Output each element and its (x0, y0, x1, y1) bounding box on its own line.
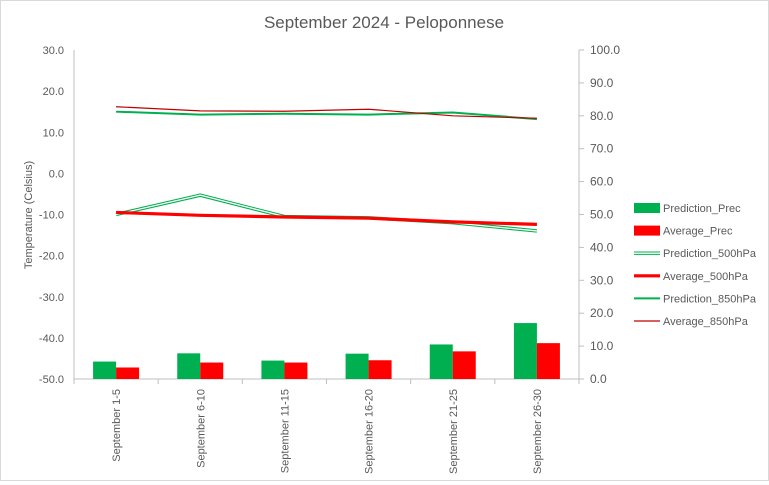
y2-tick-label: 70.0 (590, 142, 614, 156)
legend-average-850hpa-label: Average_850hPa (663, 316, 749, 328)
y-tick-label: 30.0 (43, 45, 64, 57)
line-average-500hpa (116, 210, 537, 226)
y2-tick-label: 90.0 (590, 76, 614, 90)
y-axis-title: Temperature (Celsius) (23, 161, 35, 269)
bar-average-prec (284, 362, 308, 379)
chart-title: September 2024 - Peloponnese (264, 13, 504, 32)
bar-prediction-prec (429, 344, 453, 379)
legend: Prediction_Prec Average_Prec Prediction_50… (634, 203, 757, 328)
y2-tick-label: 40.0 (590, 240, 614, 254)
y2-tick-label: 20.0 (590, 306, 614, 320)
x-tick-label: September 6-10 (195, 389, 207, 468)
y-tick-label: -30.0 (39, 292, 64, 304)
bar-prediction-prec (513, 323, 537, 379)
line-prediction-850hpa (116, 110, 537, 121)
bar-average-prec (368, 360, 392, 379)
y-tick-label: -20.0 (39, 251, 64, 263)
line-average-850hpa (116, 106, 537, 119)
y-tick-label: -10.0 (39, 210, 64, 222)
y-tick-label: -50.0 (39, 374, 64, 386)
y2-tick-label: 50.0 (590, 208, 614, 222)
x-tick-label: September 1-5 (111, 389, 123, 462)
x-tick-label: September 11-15 (279, 389, 291, 473)
lines-group (115, 106, 538, 233)
x-tick-label: September 21-25 (448, 389, 460, 474)
bars-group (93, 323, 560, 379)
x-tick-label: September 16-20 (364, 389, 376, 474)
bar-average-prec (452, 351, 476, 379)
y-tick-label: 20.0 (43, 86, 64, 98)
y2-tick-label: 80.0 (590, 109, 614, 123)
legend-prediction-prec-label: Prediction_Prec (663, 203, 741, 215)
y-tick-label: 0.0 (49, 168, 64, 180)
bar-prediction-prec (345, 353, 369, 379)
y-tick-label: -40.0 (39, 333, 64, 345)
x-tick-labels: September 1-5 September 6-10 September 11-… (111, 389, 544, 474)
y2-tick-label: 10.0 (590, 339, 614, 353)
legend-prediction-500hpa-label: Prediction_500hPa (663, 248, 757, 260)
y2-tick-label: 0.0 (590, 372, 607, 386)
axes-group: 30.0 20.0 10.0 0.0 -10.0 -20.0 -30.0 -40.0 -50.0… (39, 43, 620, 386)
y2-tick-label: 100.0 (590, 43, 620, 57)
legend-prediction-prec-swatch (634, 203, 660, 213)
legend-average-500hpa-label: Average_500hPa (663, 271, 749, 283)
bar-prediction-prec (177, 353, 201, 379)
x-tick-label: September 26-30 (532, 389, 544, 474)
y2-tick-label: 60.0 (590, 175, 614, 189)
y-tick-label: 10.0 (43, 127, 64, 139)
bar-average-prec (116, 367, 140, 379)
bar-average-prec (200, 362, 224, 379)
bar-prediction-prec (93, 361, 117, 379)
bar-average-prec (536, 343, 560, 379)
y2-tick-label: 30.0 (590, 273, 614, 287)
bar-prediction-prec (261, 360, 285, 379)
legend-prediction-850hpa-label: Prediction_850hPa (663, 293, 757, 305)
legend-average-prec-swatch (634, 225, 660, 236)
legend-average-prec-label: Average_Prec (663, 226, 733, 238)
